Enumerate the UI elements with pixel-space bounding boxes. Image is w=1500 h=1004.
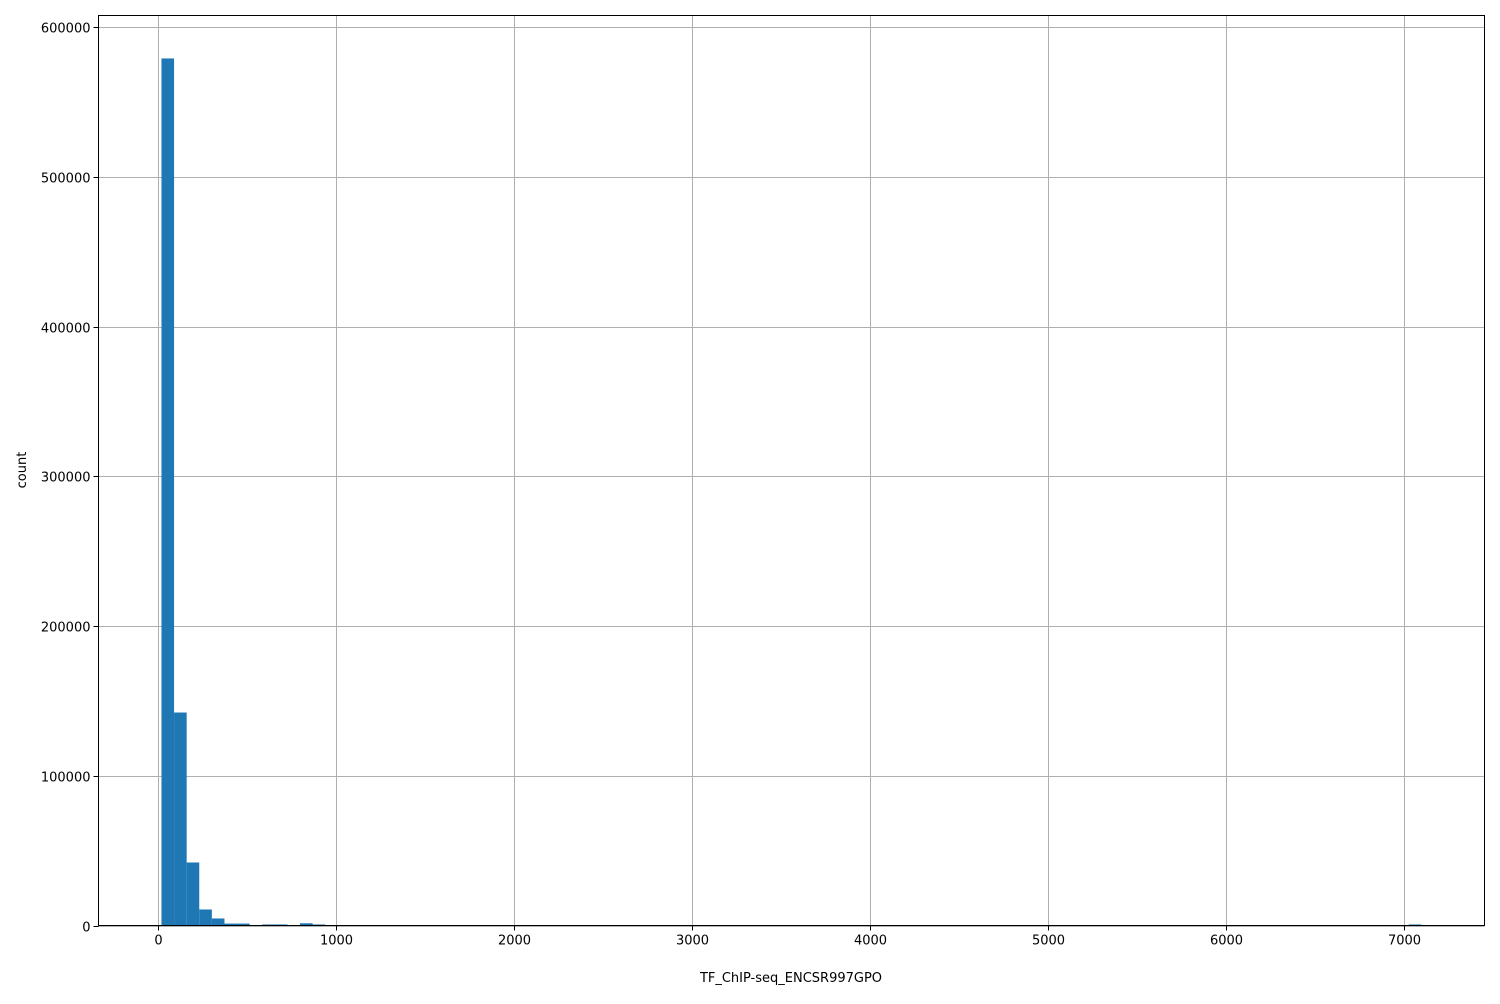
x-tick-label: 1000 xyxy=(320,934,353,949)
y-tick-label: 600000 xyxy=(41,22,91,37)
y-tick-label: 200000 xyxy=(41,621,91,636)
y-tick-label: 0 xyxy=(82,921,90,936)
histogram-bars xyxy=(161,58,1422,926)
x-tick-label: 3000 xyxy=(676,934,709,949)
x-tick-label: 0 xyxy=(154,934,162,949)
histogram-bar xyxy=(174,712,187,926)
histogram-bar xyxy=(224,923,238,926)
x-tick-label: 6000 xyxy=(1210,934,1243,949)
plot-frame xyxy=(98,15,1485,926)
y-tick-label: 300000 xyxy=(41,471,91,486)
histogram-bar xyxy=(211,918,225,926)
x-tick-label: 2000 xyxy=(498,934,531,949)
y-axis-label: count xyxy=(15,452,30,489)
x-axis-label: TF_ChIP-seq_ENCSR997GPO xyxy=(699,971,882,986)
histogram-bar xyxy=(1408,924,1422,926)
histogram-bar xyxy=(312,924,326,926)
y-tick-label: 500000 xyxy=(41,172,91,187)
y-tick-label: 100000 xyxy=(41,771,91,786)
y-tick-label: 400000 xyxy=(41,322,91,337)
histogram-bar xyxy=(237,923,250,926)
histogram-bar xyxy=(274,924,288,926)
y-axis-ticks: 0 100000 200000 300000 400000 500000 600000 xyxy=(41,22,99,936)
histogram-bar xyxy=(262,924,275,926)
histogram-bar xyxy=(161,58,175,926)
x-tick-label: 4000 xyxy=(854,934,887,949)
histogram-bar xyxy=(300,923,313,926)
x-tick-label: 5000 xyxy=(1032,934,1065,949)
histogram-bar xyxy=(199,909,212,926)
grid-lines xyxy=(98,15,1485,927)
x-tick-label: 7000 xyxy=(1388,934,1421,949)
x-axis-ticks: 0 1000 2000 3000 4000 5000 6000 7000 xyxy=(154,925,1421,949)
histogram-bar xyxy=(186,862,200,926)
